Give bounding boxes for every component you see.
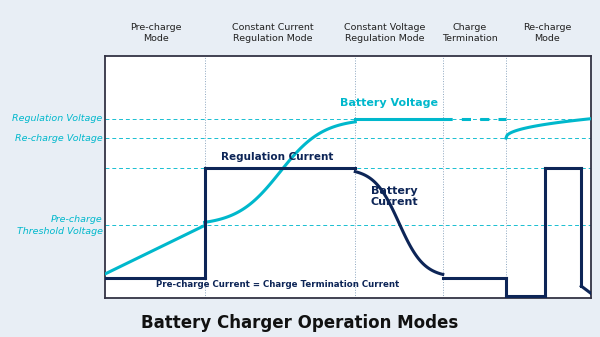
Text: Battery
Current: Battery Current [370, 186, 418, 207]
Text: Pre-charge
Threshold Voltage: Pre-charge Threshold Voltage [17, 215, 103, 236]
Text: Pre-charge Current = Charge Termination Current: Pre-charge Current = Charge Termination … [156, 280, 399, 289]
Text: Battery Charger Operation Modes: Battery Charger Operation Modes [142, 314, 458, 332]
Text: Constant Voltage
Regulation Mode: Constant Voltage Regulation Mode [344, 23, 425, 43]
Text: Re-charge Voltage: Re-charge Voltage [15, 133, 103, 143]
Text: Pre-charge
Mode: Pre-charge Mode [130, 23, 182, 43]
Text: Regulation Voltage: Regulation Voltage [13, 114, 103, 123]
Text: Regulation Current: Regulation Current [221, 152, 334, 162]
Text: Re-charge
Mode: Re-charge Mode [523, 23, 571, 43]
Text: Charge
Termination: Charge Termination [442, 23, 497, 43]
Text: Constant Current
Regulation Mode: Constant Current Regulation Mode [232, 23, 313, 43]
Text: Battery Voltage: Battery Voltage [340, 98, 439, 108]
